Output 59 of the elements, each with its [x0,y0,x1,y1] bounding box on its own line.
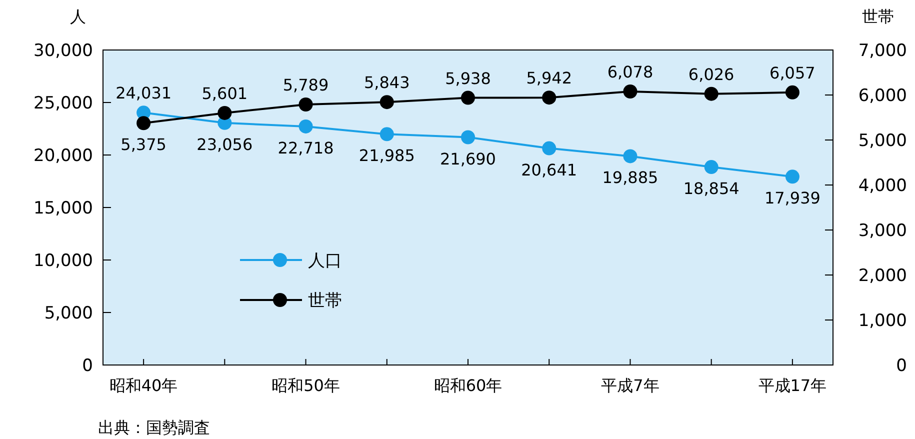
data-label: 24,031 [116,84,172,103]
y2-tick-label: 2,000 [858,266,907,286]
point [623,84,638,98]
point [380,95,394,110]
data-label: 21,690 [440,149,496,168]
x-tick-label: 昭和50年 [272,376,340,395]
data-label: 22,718 [278,138,334,158]
x-tick-label: 平成17年 [758,376,827,395]
y-tick-label: 5,000 [44,304,93,324]
y2-tick-label: 5,000 [858,131,907,151]
point [380,127,394,142]
data-label: 6,078 [607,62,654,82]
y2-tick-label: 0 [896,356,907,376]
x-tick-label: 昭和40年 [109,376,178,395]
point [785,85,800,100]
data-label: 18,854 [683,179,740,198]
point [461,130,475,144]
y-axis-title: 人 [70,7,86,26]
data-label: 5,942 [526,68,572,88]
y2-axis-title: 世帯 [862,7,894,26]
data-label: 6,026 [688,64,734,84]
y2-tick-label: 1,000 [858,311,907,331]
point [704,160,718,174]
y2-tick-label: 4,000 [858,176,907,196]
legend-label: 世帯 [308,291,342,311]
y2-tick-label: 7,000 [858,41,907,61]
point [542,90,556,105]
y2-tick-label: 6,000 [858,86,907,106]
data-label: 5,601 [202,84,248,103]
data-label: 19,885 [602,168,658,188]
y-tick-label: 25,000 [34,94,93,114]
point [461,90,475,105]
data-label: 6,057 [770,63,816,82]
data-label: 5,843 [364,73,410,92]
data-label: 5,375 [120,135,166,154]
x-tick-label: 昭和60年 [434,376,502,395]
point [298,97,313,112]
y-tick-label: 10,000 [34,251,93,271]
data-label: 5,789 [282,75,329,94]
y-tick-label: 20,000 [34,146,93,166]
point [704,86,718,101]
data-label: 17,939 [764,188,820,208]
point [785,170,800,184]
point [218,106,232,120]
x-tick-label: 平成7年 [601,376,660,395]
data-label: 5,938 [445,68,491,88]
data-label: 20,641 [521,160,578,180]
point [136,116,151,130]
y2-tick-label: 3,000 [858,221,907,241]
data-label: 21,985 [358,146,415,166]
y-tick-label: 30,000 [34,41,93,61]
data-label: 23,056 [196,134,253,154]
source-note: 出典：国勢調査 [98,418,210,437]
point [623,149,638,164]
y-tick-label: 15,000 [34,198,93,218]
y-tick-label: 0 [82,356,93,376]
point [298,119,313,134]
legend-label: 人口 [308,251,342,271]
point [542,141,556,156]
